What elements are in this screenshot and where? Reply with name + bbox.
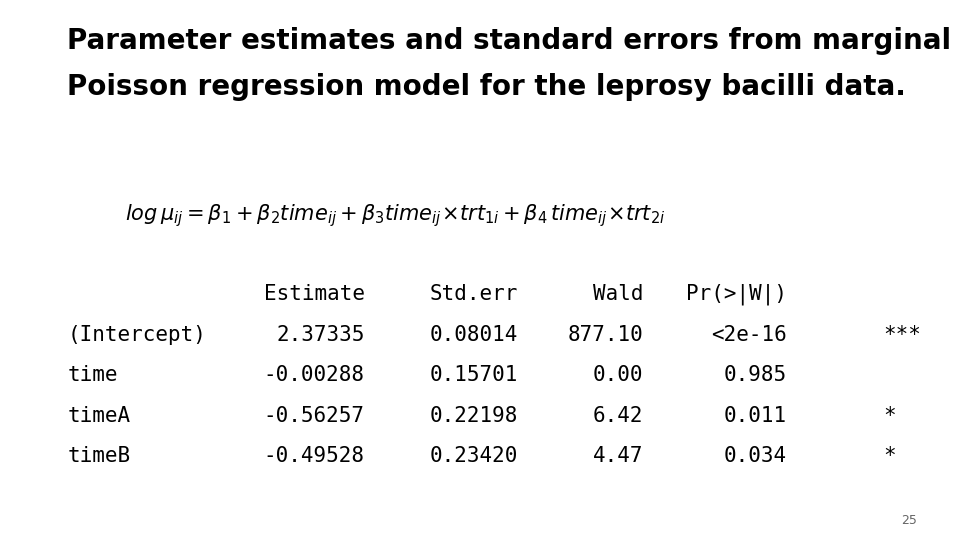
- Text: 2.37335: 2.37335: [276, 325, 365, 345]
- Text: Estimate: Estimate: [264, 284, 365, 305]
- Text: 0.08014: 0.08014: [430, 325, 518, 345]
- Text: (Intercept): (Intercept): [67, 325, 206, 345]
- Text: 0.15701: 0.15701: [430, 365, 518, 386]
- Text: *: *: [883, 446, 896, 467]
- Text: Pr(>|W|): Pr(>|W|): [686, 284, 787, 305]
- Text: 0.00: 0.00: [592, 365, 643, 386]
- Text: Poisson regression model for the leprosy bacilli data.: Poisson regression model for the leprosy…: [67, 73, 906, 101]
- Text: ***: ***: [883, 325, 921, 345]
- Text: 877.10: 877.10: [567, 325, 643, 345]
- Text: -0.00288: -0.00288: [264, 365, 365, 386]
- Text: 4.47: 4.47: [592, 446, 643, 467]
- Text: time: time: [67, 365, 118, 386]
- Text: -0.49528: -0.49528: [264, 446, 365, 467]
- Text: Std.err: Std.err: [430, 284, 518, 305]
- Text: <2e-16: <2e-16: [711, 325, 787, 345]
- Text: timeA: timeA: [67, 406, 131, 426]
- Text: *: *: [883, 406, 896, 426]
- Text: timeB: timeB: [67, 446, 131, 467]
- Text: $\mathit{log}\,\mu_{ij} = \beta_1 + \beta_2 \mathit{time}_{ij} + \beta_3 \mathit: $\mathit{log}\,\mu_{ij} = \beta_1 + \bet…: [125, 202, 665, 230]
- Text: 25: 25: [900, 514, 917, 526]
- Text: 0.22198: 0.22198: [430, 406, 518, 426]
- Text: 6.42: 6.42: [592, 406, 643, 426]
- Text: -0.56257: -0.56257: [264, 406, 365, 426]
- Text: Wald: Wald: [592, 284, 643, 305]
- Text: 0.23420: 0.23420: [430, 446, 518, 467]
- Text: Parameter estimates and standard errors from marginal: Parameter estimates and standard errors …: [67, 27, 951, 55]
- Text: 0.034: 0.034: [724, 446, 787, 467]
- Text: 0.011: 0.011: [724, 406, 787, 426]
- Text: 0.985: 0.985: [724, 365, 787, 386]
